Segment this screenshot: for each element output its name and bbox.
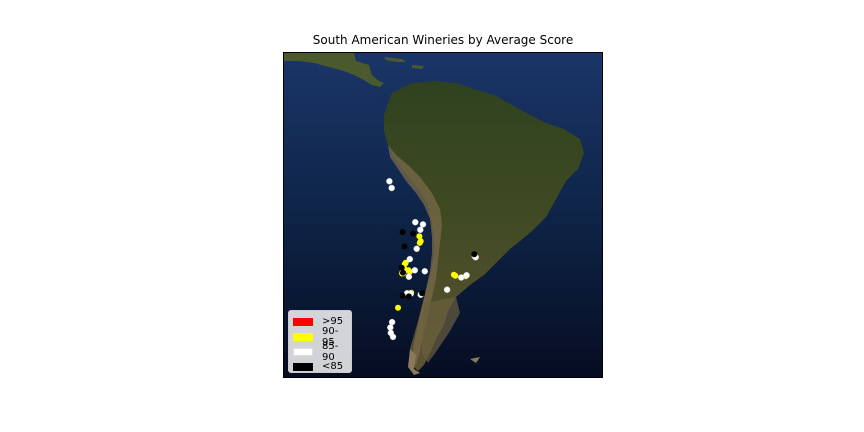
- legend-swatch-yellow: [293, 332, 313, 341]
- winery-point: [413, 245, 420, 253]
- winery-point: [443, 286, 451, 293]
- winery-point: [416, 239, 423, 246]
- winery-point: [388, 184, 395, 192]
- winery-point: [416, 233, 423, 240]
- south-america-landmass: [384, 81, 584, 371]
- winery-point: [419, 221, 427, 228]
- southern-islands: [408, 349, 480, 375]
- legend-swatch-black: [293, 362, 313, 371]
- winery-point: [463, 272, 470, 279]
- winery-point: [419, 290, 426, 297]
- legend-label: 90-95: [322, 325, 339, 348]
- winery-point: [452, 272, 459, 279]
- winery-point: [405, 273, 413, 280]
- winery-point: [457, 274, 465, 281]
- legend: >95 90-95 85-90 <85: [288, 310, 352, 373]
- winery-point: [410, 230, 416, 237]
- winery-point: [388, 318, 396, 326]
- chart-title: South American Wineries by Average Score: [312, 33, 574, 47]
- legend-label: <85: [322, 361, 344, 372]
- winery-point: [398, 264, 405, 271]
- winery-point: [412, 218, 419, 226]
- winery-point: [387, 324, 394, 331]
- winery-point: [405, 293, 412, 300]
- winery-point: [399, 292, 406, 299]
- winery-point: [406, 255, 414, 263]
- legend-item-lt85: <85: [293, 359, 347, 374]
- winery-point: [417, 226, 424, 234]
- patagonia: [422, 297, 460, 363]
- winery-point: [421, 268, 429, 275]
- legend-swatch-red: [293, 317, 313, 326]
- winery-point: [406, 268, 413, 275]
- legend-item-gt95: >95: [293, 314, 347, 329]
- winery-point: [399, 229, 406, 236]
- winery-point: [411, 267, 419, 274]
- central-america-landmass: [284, 53, 384, 87]
- winery-point: [386, 178, 393, 185]
- winery-point: [471, 251, 478, 258]
- winery-point: [401, 243, 408, 250]
- winery-points: [386, 178, 479, 341]
- winery-point: [389, 333, 397, 341]
- caribbean-islands: [384, 57, 424, 69]
- legend-swatch-white: [293, 347, 313, 356]
- legend-item-85-90: 85-90: [293, 341, 347, 363]
- legend-label: >95: [322, 316, 344, 327]
- legend-label: 85-90: [322, 340, 339, 363]
- legend-item-90-95: 90-95: [293, 326, 347, 348]
- winery-point: [400, 269, 406, 276]
- winery-point: [395, 304, 401, 311]
